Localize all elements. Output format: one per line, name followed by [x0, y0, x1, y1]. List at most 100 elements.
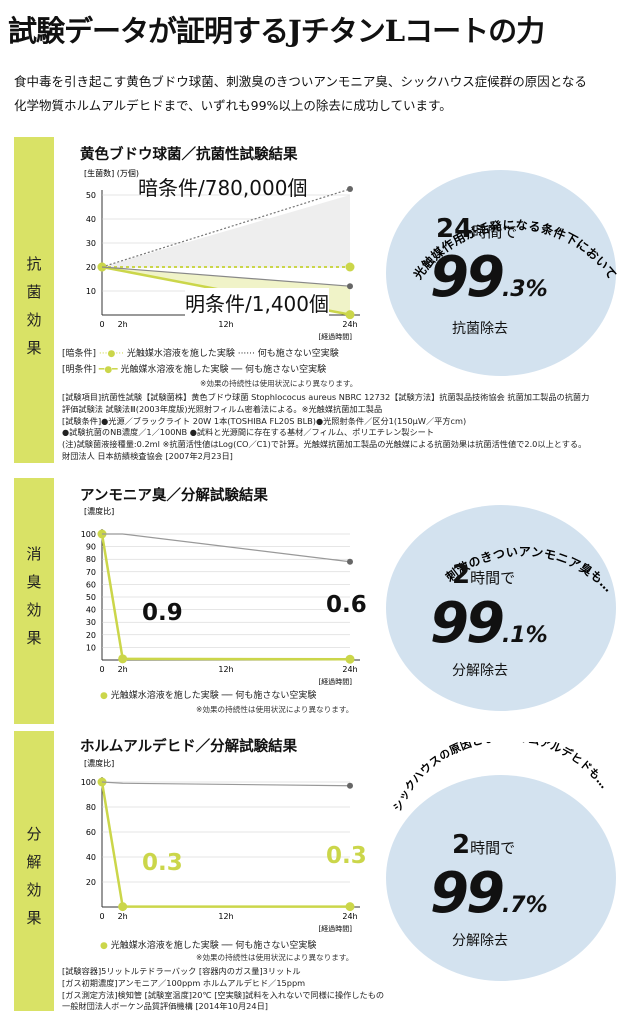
- section-title: ホルムアルデヒド／分解試験結果: [80, 739, 298, 755]
- legend-with: 光触媒水溶液を施した実験: [126, 349, 235, 359]
- x-tick-label: 2h: [118, 320, 128, 329]
- result-label: 分解除去: [452, 933, 508, 949]
- hours-unit: 時間で: [472, 223, 518, 241]
- x-tick-label: 12h: [218, 912, 233, 921]
- legend: ● 光触媒水溶液を施した実験 ── 何も施さない空実験: [100, 941, 317, 951]
- note: ※効果の持続性は使用状況により異なります。: [196, 705, 354, 714]
- value-label-24h: 0.6: [326, 592, 367, 618]
- intro-text: 食中毒を引き起こす黄色ブドウ球菌、刺激臭のきついアンモニア臭、シックハウス症候群…: [14, 70, 624, 118]
- pct-main: 99: [430, 591, 505, 656]
- legend-dark: [暗条件] ···●··· 光触媒水溶液を施した実験 ······ 何も施さない…: [62, 349, 339, 359]
- footnotes-gas: [試験容器]5リットルテドラーバック [容器内のガス量]3リットル [ガス初期濃…: [62, 966, 384, 1013]
- result-circle-formaldehyde: [386, 775, 616, 981]
- legend-dark-prefix: [暗条件]: [62, 349, 97, 359]
- x-tick-label: 24h: [342, 912, 357, 921]
- data-point: [345, 262, 355, 272]
- footnote-line: 財団法人 日本紡績検査協会 [2007年2月23日]: [62, 450, 233, 461]
- legend-with: 光触媒水溶液を施した実験: [110, 941, 219, 951]
- pct-main: 99: [430, 861, 505, 926]
- y-tick-label: 20: [86, 263, 96, 272]
- legend-without: 何も施さない空実験: [257, 349, 339, 359]
- band-text: 消臭効果: [26, 545, 42, 647]
- section-title: アンモニア臭／分解試験結果: [80, 488, 268, 504]
- band-text: 抗菌効果: [26, 255, 42, 357]
- hours-line: 2時間で: [452, 560, 515, 590]
- series-line: [101, 781, 351, 787]
- legend-without: 何も施さない空実験: [235, 691, 317, 701]
- pct-main: 99: [430, 245, 505, 310]
- result-circle-ammonia: [386, 505, 616, 711]
- band-label-deodorize: 消臭効果: [14, 540, 54, 652]
- band-label-decompose: 分解効果: [14, 820, 54, 932]
- data-point: [345, 654, 355, 664]
- hours-value: 2: [452, 560, 471, 590]
- data-point: [118, 654, 128, 664]
- y-tick-label: 90: [86, 543, 96, 552]
- series-line: [100, 781, 350, 908]
- percentage: 99.3%: [430, 250, 548, 306]
- y-tick-label: 60: [86, 828, 96, 837]
- hours-value: 2: [452, 830, 471, 860]
- hours-unit: 時間で: [470, 839, 516, 857]
- footnote-line: 評価試験法 試験法Ⅲ(2003年度版)光照射フィルム密着法による。※光触媒抗菌加…: [62, 403, 383, 414]
- y-unit: [生菌数] (万個): [84, 168, 139, 178]
- series-line: [100, 533, 351, 661]
- data-point: [347, 782, 353, 789]
- footnotes-antibacterial: [試験項目]抗菌性試験【試験菌株】黄色ブドウ球菌 Stophlococus au…: [62, 392, 589, 463]
- x-tick-label: 0: [99, 320, 104, 329]
- footnote-line: [試験条件]●光源／ブラックライト 20W 1本(TOSHIBA FL20S B…: [62, 415, 467, 426]
- footnote-line: [ガス測定方法]検知管 [試験室温度]20℃ [空実験]試料を入れないで同様に操…: [62, 989, 385, 1000]
- hours-line: 2時間で: [452, 830, 515, 860]
- y-tick-label: 10: [86, 643, 96, 652]
- x-axis-label: [経過時間]: [319, 677, 353, 685]
- footnote-line: (注)試験菌液接種量:0.2ml ※抗菌活性値はLog(CO／C1)で計算。光触…: [62, 439, 587, 450]
- y-tick-label: 100: [81, 778, 96, 787]
- section-band-antibacterial: [14, 137, 54, 463]
- result-label: 分解除去: [452, 663, 508, 679]
- legend-without: 何も施さない空実験: [245, 365, 327, 375]
- y-tick-label: 80: [86, 803, 96, 812]
- data-point: [118, 902, 128, 912]
- pct-frac: .7%: [501, 893, 548, 918]
- footnote-line: [ガス初期濃度]アンモニア／100ppm ホルムアルデヒド／15ppm: [62, 977, 306, 988]
- footnote-line: [試験容器]5リットルテドラーバック [容器内のガス量]3リットル: [62, 966, 301, 976]
- y-tick-label: 30: [86, 239, 96, 248]
- y-tick-label: 40: [86, 606, 96, 615]
- data-point: [345, 310, 355, 320]
- legend: ● 光触媒水溶液を施した実験 ── 何も施さない空実験: [100, 691, 317, 701]
- result-label: 抗菌除去: [452, 321, 508, 337]
- note: ※効果の持続性は使用状況により異なります。: [196, 953, 354, 962]
- value-label-2h: 0.3: [142, 850, 183, 876]
- x-tick-label: 2h: [118, 912, 128, 921]
- page-title: 試験データが証明するJチタンLコートの力: [8, 14, 545, 48]
- svg-text:シックハウスの原因となるホルムアルデヒドも…: シックハウスの原因となるホルムアルデヒドも…: [391, 742, 611, 813]
- footnote-line: ●試験抗菌のNB濃度／1／100NB ●試料と光源間に存在する基材／フィルム、ポ…: [62, 427, 435, 438]
- y-tick-label: 50: [86, 191, 96, 200]
- series-line: [101, 188, 351, 268]
- hours-unit: 時間で: [470, 569, 516, 587]
- section-title: 黄色ブドウ球菌／抗菌性試験結果: [80, 147, 298, 163]
- x-tick-label: 12h: [218, 665, 233, 674]
- hours-value: 24: [436, 214, 473, 244]
- hours-line: 24時間で: [436, 214, 517, 244]
- y-tick-label: 20: [86, 631, 96, 640]
- result-circle-antibacterial: [386, 170, 616, 376]
- legend-light: [明条件] ━●━ 光触媒水溶液を施した実験 ── 何も施さない空実験: [62, 365, 327, 375]
- band-label-antibacterial: 抗菌効果: [14, 250, 54, 362]
- legend-with: 光触媒水溶液を施した実験: [110, 691, 219, 701]
- shaded-area: [102, 195, 350, 267]
- section-band-deodorize: [14, 478, 54, 724]
- legend-light-prefix: [明条件]: [62, 365, 97, 375]
- x-tick-label: 24h: [342, 320, 357, 329]
- y-tick-label: 20: [86, 878, 96, 887]
- pct-frac: .1%: [501, 623, 548, 648]
- chart-formaldehyde: [濃度比] 20 40 60 80 100 0 2h 12h 24h [経過時間]: [81, 758, 360, 932]
- footnote-line: [試験項目]抗菌性試験【試験菌株】黄色ブドウ球菌 Stophlococus au…: [62, 392, 590, 402]
- x-axis-label: [経過時間]: [319, 332, 353, 340]
- y-tick-label: 60: [86, 580, 96, 589]
- intro-line-1: 食中毒を引き起こす黄色ブドウ球菌、刺激臭のきついアンモニア臭、シックハウス症候群…: [14, 74, 587, 89]
- value-label-2h: 0.9: [142, 600, 183, 626]
- y-tick-label: 70: [86, 568, 96, 577]
- data-point: [347, 558, 353, 565]
- x-tick-label: 2h: [118, 665, 128, 674]
